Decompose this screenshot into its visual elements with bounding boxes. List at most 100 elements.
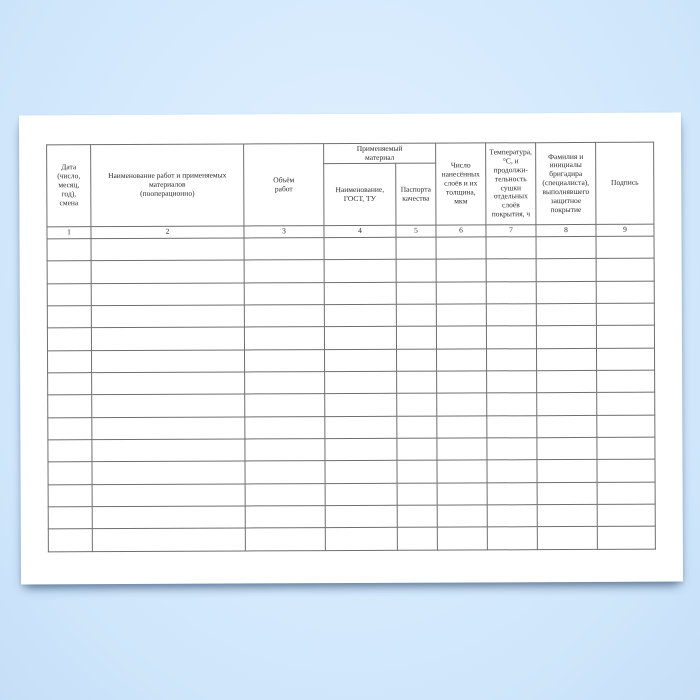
column-number: 5: [395, 225, 437, 238]
table-cell: [436, 348, 487, 372]
table-cell: [91, 282, 245, 306]
table-cell: [486, 281, 537, 304]
table-cell: [324, 259, 397, 283]
table-cell: [596, 303, 655, 326]
table-cell: [436, 326, 487, 349]
table-cell: [48, 484, 93, 507]
table-row: [47, 280, 655, 306]
table-cell: [487, 504, 538, 528]
table-cell: [486, 326, 537, 349]
table-cell: [536, 236, 597, 260]
table-cell: [487, 460, 538, 483]
table-cell: [47, 350, 92, 373]
table-cell: [396, 393, 437, 417]
table-cell: [91, 372, 245, 396]
table-cell: [48, 506, 93, 530]
table-cell: [486, 303, 537, 327]
table-row: [47, 347, 655, 373]
table-cell: [486, 393, 537, 416]
table-cell: [596, 236, 655, 259]
table-cell: [47, 238, 92, 262]
table-row: [47, 459, 656, 485]
table-cell: [396, 348, 437, 372]
table-cell: [245, 528, 326, 551]
table-cell: [596, 325, 655, 349]
table-cell: [92, 506, 246, 530]
table-cell: [324, 460, 398, 484]
table-row: [48, 504, 656, 530]
table-cell: [244, 326, 325, 350]
table-cell: [325, 505, 398, 529]
table-cell: [244, 461, 326, 484]
table-cell: [47, 439, 92, 463]
table-cell: [324, 416, 397, 439]
table-cell: [47, 260, 92, 284]
table-cell: [324, 438, 397, 462]
column-header-signature: Подпись: [595, 142, 654, 225]
column-number: 1: [46, 226, 92, 239]
table-cell: [437, 460, 488, 483]
table-cell: [597, 459, 656, 483]
table-cell: [536, 370, 597, 394]
table-cell: [536, 348, 597, 371]
table-cell: [486, 236, 537, 260]
table-cell: [596, 437, 656, 460]
column-number: 2: [90, 225, 245, 239]
table-cell: [397, 527, 438, 551]
table-cell: [91, 237, 245, 261]
table-cell: [486, 259, 537, 282]
table-cell: [396, 326, 437, 350]
table-cell: [537, 459, 598, 483]
table-cell: [325, 527, 398, 551]
table-cell: [244, 282, 325, 305]
table-cell: [597, 526, 656, 550]
table-cell: [537, 504, 598, 528]
table-cell: [596, 347, 655, 371]
table-cell: [437, 482, 488, 506]
table-cell: [396, 259, 437, 282]
table-cell: [244, 394, 325, 417]
table-cell: [596, 392, 655, 416]
table-cell: [436, 303, 487, 327]
table-cell: [537, 526, 598, 550]
table-cell: [91, 416, 245, 440]
column-header-volume: Объём работ: [243, 143, 324, 226]
table-cell: [396, 460, 438, 484]
column-number: 6: [435, 224, 487, 238]
table-row: [47, 414, 655, 440]
table-cell: [536, 303, 597, 327]
table-cell: [436, 370, 487, 394]
table-cell: [536, 415, 597, 438]
table-cell: [597, 481, 656, 505]
table-cell: [596, 414, 655, 438]
table-cell: [324, 326, 397, 350]
table-cell: [47, 283, 92, 306]
column-header-layers: Число нанесённых слоёв и их толщина, мкм: [435, 142, 486, 226]
table-cell: [91, 439, 245, 463]
table-cell: [244, 237, 325, 261]
coating-log-table: Дата (число, месяц, год), смена Наименов…: [46, 142, 656, 553]
table-cell: [324, 371, 397, 395]
table-cell: [436, 393, 487, 416]
document-sheet: Дата (число, месяц, год), смена Наименов…: [18, 112, 684, 585]
table-cell: [396, 438, 438, 461]
table-cell: [47, 417, 92, 440]
table-cell: [396, 371, 437, 394]
table-cell: [436, 236, 487, 260]
table-cell: [244, 349, 325, 373]
table-cell: [324, 304, 397, 327]
table-cell: [48, 529, 93, 552]
table-cell: [244, 438, 325, 462]
table-cell: [244, 416, 325, 440]
table-cell: [537, 482, 598, 505]
table-row: [48, 481, 656, 507]
table-cell: [91, 260, 245, 284]
table-cell: [486, 370, 537, 394]
table-cell: [596, 280, 655, 304]
table-cell: [597, 504, 656, 527]
table-row: [47, 437, 656, 463]
column-header-works: Наименование работ и применяемых материа…: [90, 143, 244, 227]
table-cell: [244, 304, 325, 328]
table-cell: [91, 327, 245, 351]
